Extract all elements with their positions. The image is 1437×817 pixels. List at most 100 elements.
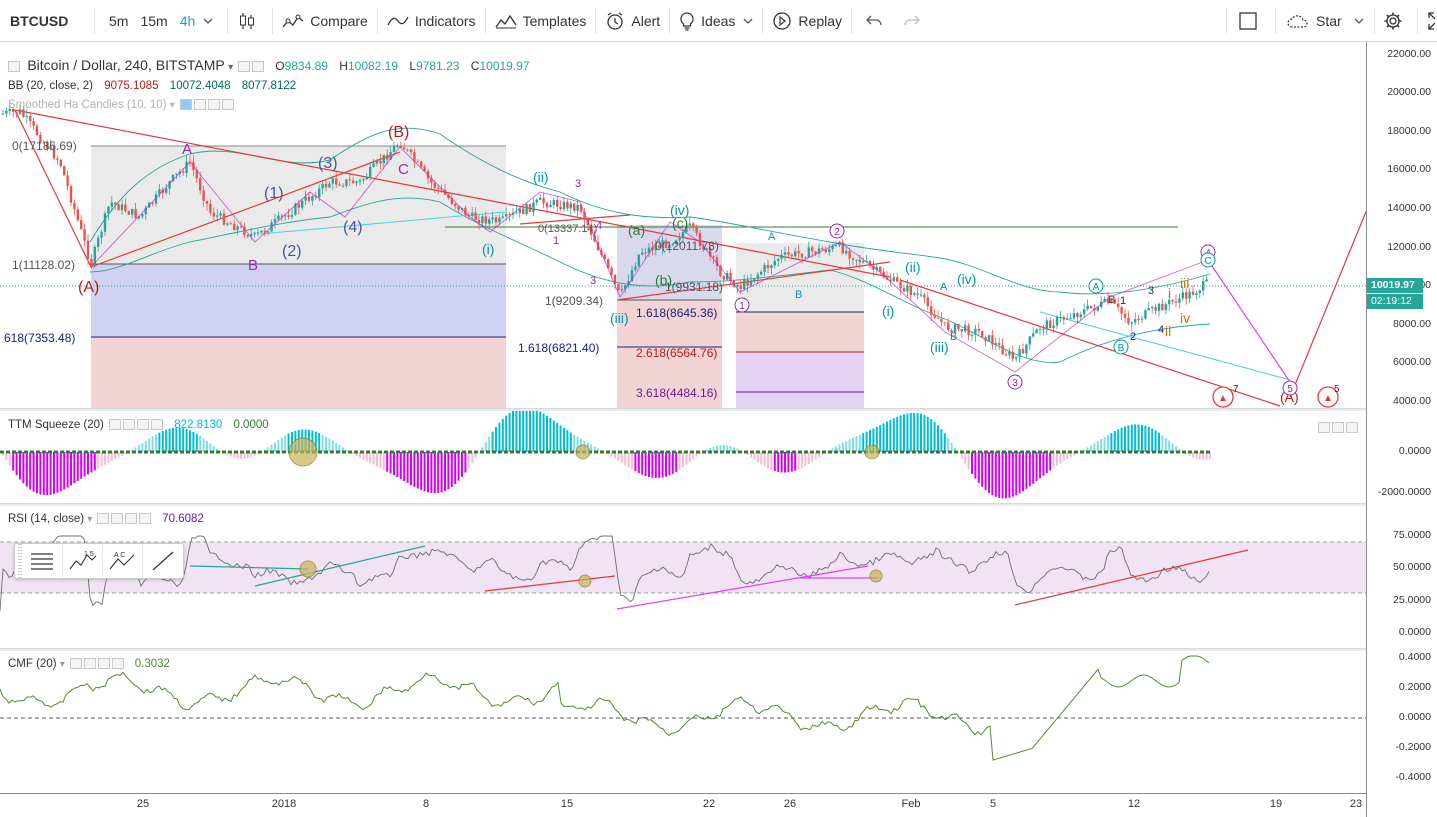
redo-button[interactable] [896,0,934,42]
wave-label: 3 [590,275,596,287]
indicators-button[interactable]: Indicators [378,0,485,42]
star-button[interactable]: Star [1276,0,1374,42]
earnings-marker-icon[interactable]: ▲ 7 [1212,384,1239,408]
eye-icon[interactable] [237,61,250,73]
chart-style-button[interactable] [228,0,272,42]
ttm-bar [818,452,820,458]
replay-button[interactable]: Replay [763,0,851,42]
elliott-impulse-icon[interactable]: 1 5 [62,544,102,578]
cmf-pane[interactable]: CMF (20) ▾ 0.3032 [0,651,1366,793]
chevron-down-icon[interactable]: ▾ [87,514,96,525]
pane-divider[interactable] [0,408,1437,411]
pane-down-icon[interactable] [1332,422,1344,434]
interval-15m[interactable]: 15m [140,12,168,29]
interval-dropdown-icon[interactable] [201,0,227,42]
close-icon[interactable] [207,99,220,111]
ttm-bar [678,452,681,470]
ttm-bar [780,452,783,473]
elliott-correction-icon[interactable]: A C [102,544,142,578]
fullscreen-toggle[interactable] [1227,0,1275,42]
chevron-down-icon[interactable]: ▾ [59,659,68,670]
settings-icon[interactable] [123,419,136,431]
settings-icon[interactable] [111,513,124,525]
candle-body [1008,351,1011,356]
time-axis[interactable]: 25 2018 8 15 22 26 Feb 5 12 19 23 [0,793,1366,817]
candle-body [770,265,773,269]
more-icon[interactable] [151,419,164,431]
dividend-marker-icon[interactable]: ▲ 5 [1317,384,1340,408]
ttm-bar [233,452,236,458]
templates-icon [495,14,517,28]
price-pane[interactable]: 0(17185.69) 1(11128.02) 618(7353.48) 0(1333… [0,42,1366,408]
ttm-squeeze-pane[interactable]: TTM Squeeze (20) 822.8130 0.0000 [0,411,1366,503]
eye-icon[interactable] [109,419,122,431]
price-axis-label: 20000.00 [1387,86,1431,98]
lines-icon[interactable] [22,544,62,578]
ttm-bar [110,452,113,462]
ttm-bar [556,422,559,452]
candle-body [284,215,287,217]
trendline-icon[interactable] [142,544,182,578]
ttm-bar [535,411,538,452]
eye-icon[interactable] [69,658,82,670]
settings-icon[interactable] [193,99,206,111]
rsi-axis-label: 25.0000 [1393,594,1431,606]
more-icon[interactable] [111,658,124,670]
eye-icon[interactable] [179,99,192,111]
ttm-bar [974,452,977,479]
more-icon[interactable] [221,99,234,111]
pane-close-icon[interactable] [1346,422,1358,434]
ttm-bar [590,444,593,452]
ttm-bar [379,452,382,469]
square-icon [1239,12,1257,30]
candle-body [93,246,96,266]
replay-icon [773,11,792,30]
pane-divider[interactable] [0,648,1437,651]
rsi-pane[interactable]: RSI (14, close) ▾ 70.6082 [0,506,1366,648]
wave-marker-icon [1088,278,1104,294]
ideas-button[interactable]: Ideas [670,0,762,42]
candle-body [311,196,314,201]
pane-divider[interactable] [0,503,1437,506]
collapse-icon[interactable] [8,61,20,73]
interval-4h[interactable]: 4h [179,12,196,29]
undo-button[interactable] [852,0,896,42]
alert-button[interactable]: Alert [596,0,669,42]
templates-button[interactable]: Templates [486,0,596,42]
settings-icon[interactable] [83,658,96,670]
close-icon[interactable] [125,513,138,525]
candle-body [1195,293,1198,295]
price-axis[interactable]: 22000.00 20000.00 18000.00 16000.00 1400… [1366,42,1437,817]
candle-body [1106,298,1110,303]
wave-label: 3 [575,178,581,190]
ttm-bar [682,452,684,468]
wave-label: (3) [318,155,338,172]
expand-button[interactable] [1418,0,1437,42]
more-icon[interactable] [139,513,152,525]
chevron-down-icon[interactable]: ▾ [169,100,178,111]
chevron-down-icon[interactable]: ▾ [228,62,236,73]
price-chart[interactable]: 0(17185.69) 1(11128.02) 618(7353.48) 0(1333… [0,42,1366,408]
settings-icon[interactable] [251,61,264,73]
svg-text:▲: ▲ [1218,393,1228,404]
candle-body [1140,318,1144,320]
compare-button[interactable]: Compare [273,0,377,42]
wave-label: ii [1165,323,1171,339]
ttm-bar [899,415,902,452]
settings-button[interactable] [1375,0,1417,42]
symbol-search[interactable]: BTCUSD [10,12,69,29]
drag-handle[interactable] [18,544,22,578]
pane-up-icon[interactable] [1318,422,1330,434]
candle-body [593,234,596,242]
candle-body [345,179,348,186]
ttm-bar [19,452,21,480]
ttm-bar [668,452,671,476]
eye-icon[interactable] [97,513,110,525]
ttm-bar [644,452,647,476]
ttm-bar [695,452,698,457]
candle-body [175,173,178,175]
ttm-bar [46,452,49,496]
close-icon[interactable] [97,658,110,670]
close-icon[interactable] [137,419,150,431]
interval-5m[interactable]: 5m [109,12,129,29]
